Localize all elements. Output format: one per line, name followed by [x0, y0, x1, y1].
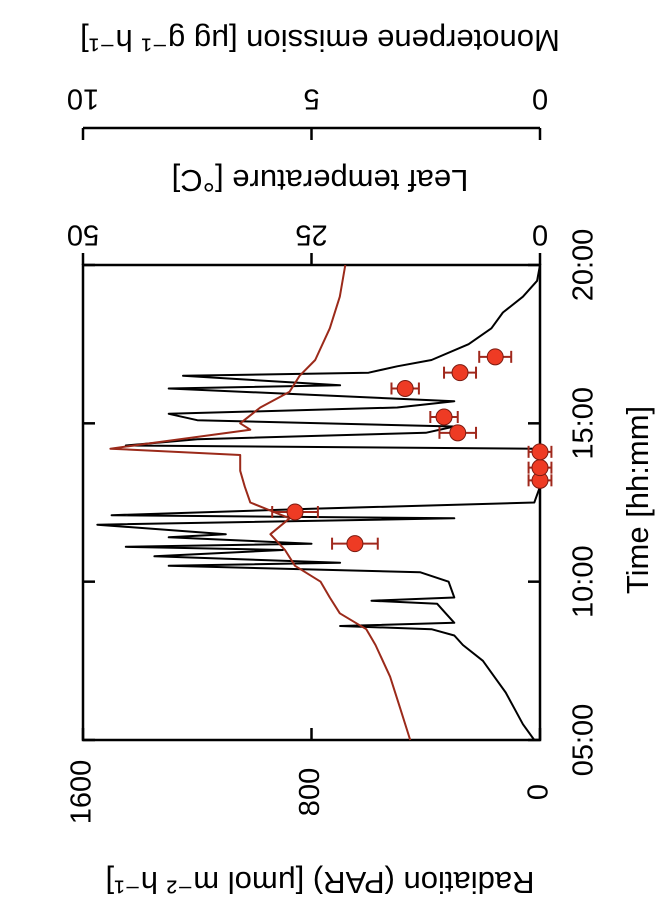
data-point [449, 424, 467, 442]
temperature-line [109, 264, 412, 741]
data-point [451, 364, 469, 382]
data-point [486, 348, 504, 366]
y2-tick-label: 0 [532, 218, 548, 250]
y-axis-title: Radiation (PAR) [μmol m⁻² h⁻¹] [106, 865, 535, 900]
y3-tick-label: 5 [303, 82, 319, 114]
x-axis-title: Time [hh:mm] [620, 406, 655, 594]
y-tick-label: 1600 [66, 760, 98, 825]
x-tick-label: 15:00 [568, 387, 600, 460]
y2-axis-title: Leaf temperature [°C] [172, 163, 469, 198]
y3-tick-label: 10 [67, 82, 99, 114]
data-point [396, 380, 414, 397]
plot-frame [81, 263, 542, 742]
y3-axis-title: Monoterpene emission [μg g⁻¹ h⁻¹] [80, 23, 560, 58]
data-point [435, 408, 453, 426]
y2-tick-label: 25 [295, 218, 327, 250]
data-point [286, 503, 304, 521]
y2-tick-label: 50 [67, 218, 99, 250]
x-tick-label: 20:00 [568, 229, 600, 302]
x-tick-label: 10:00 [568, 545, 600, 618]
y3-tick-label: 0 [532, 82, 548, 114]
x-tick-label: 05:00 [568, 704, 600, 777]
data-point [346, 535, 364, 553]
y-tick-label: 800 [294, 768, 326, 816]
data-point [531, 443, 549, 461]
data-point [531, 459, 549, 477]
radiation-line [96, 264, 541, 741]
y-tick-label: 0 [523, 784, 555, 800]
